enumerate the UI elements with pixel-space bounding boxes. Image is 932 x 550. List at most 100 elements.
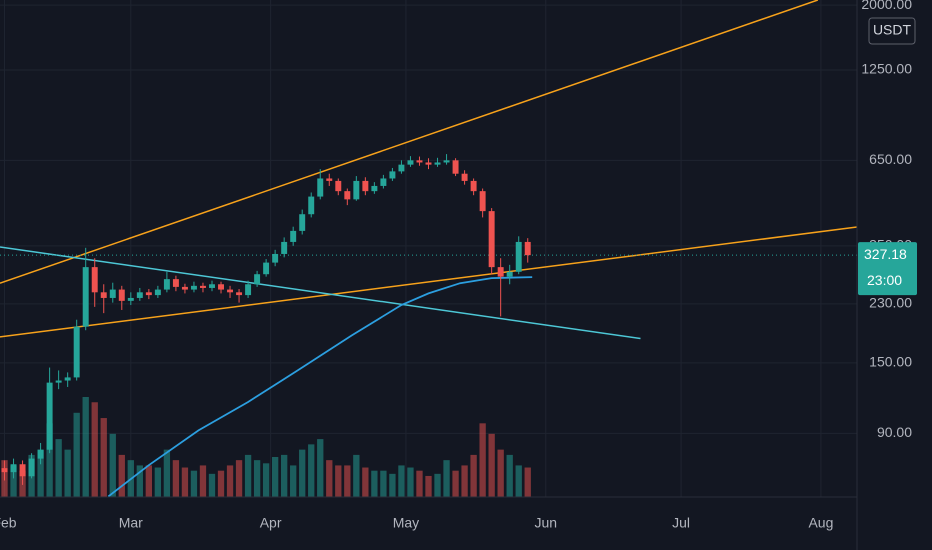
volume-bar: [488, 433, 495, 497]
volume-bar: [181, 467, 189, 497]
candle-body: [73, 326, 80, 378]
volume-bar: [425, 475, 432, 497]
drawings: [0, 0, 857, 497]
candle-body: [326, 178, 333, 181]
volume-bar: [226, 465, 234, 497]
volume-bar: [91, 402, 98, 497]
volume-bar: [262, 463, 270, 497]
volume-bar: [253, 460, 261, 497]
candle-body: [299, 214, 306, 231]
moving-average: [107, 276, 533, 497]
volume-bar: [524, 467, 531, 497]
x-tick-label: Mar: [119, 515, 143, 531]
candle-body: [163, 279, 170, 290]
candle-body: [236, 292, 243, 296]
volume-bar: [362, 467, 369, 497]
candle-body: [136, 292, 143, 298]
x-tick-label: Apr: [260, 515, 282, 531]
candle-body: [10, 464, 17, 473]
volume-bar: [145, 465, 153, 497]
volume-bar: [479, 423, 486, 497]
trend-line: [0, 0, 819, 284]
volume-bar: [353, 454, 360, 497]
candle-body: [46, 382, 53, 450]
countdown-label: 23:00: [867, 272, 902, 288]
candle-body: [362, 180, 369, 192]
volume-bar: [371, 470, 378, 497]
volume-bar: [434, 473, 441, 497]
candle-body: [488, 211, 495, 268]
volume-bar: [416, 470, 423, 497]
volume-bar: [281, 454, 288, 497]
volume-bar: [317, 439, 324, 497]
candle-body: [371, 185, 378, 192]
candle-body: [353, 180, 360, 200]
x-tick-label: Aug: [808, 515, 833, 531]
candles: [1, 154, 531, 485]
candle-body: [55, 380, 62, 383]
last-price-box: [858, 242, 917, 296]
candle-body: [407, 160, 414, 165]
candle-body: [380, 178, 387, 186]
candle-body: [506, 271, 513, 277]
candle-body: [118, 289, 125, 301]
volume-bar: [335, 465, 342, 497]
volume-bar: [443, 460, 450, 497]
volume-bar: [308, 444, 315, 497]
candle-body: [218, 284, 224, 290]
volume-bar: [163, 449, 171, 497]
volume-bar: [398, 465, 405, 497]
candle-body: [100, 292, 107, 298]
candle-body: [515, 241, 522, 272]
volume-bar: [100, 418, 107, 497]
currency-label: USDT: [873, 22, 912, 38]
candle-body: [254, 274, 261, 285]
volume-bar: [452, 470, 459, 497]
candle-body: [28, 458, 35, 477]
candle-body: [470, 180, 477, 192]
candle-body: [64, 377, 71, 381]
candle-body: [281, 241, 288, 254]
volume-bar: [290, 465, 297, 497]
volume-bar: [208, 473, 216, 497]
candle-body: [452, 160, 459, 174]
candle-body: [1, 468, 8, 473]
candle-body: [425, 162, 432, 165]
candle-body: [145, 292, 152, 296]
volume-bar: [73, 412, 80, 497]
volume-bar: [299, 449, 306, 497]
volume-bar: [64, 449, 71, 497]
candle-body: [127, 297, 134, 301]
volume-bar: [515, 465, 522, 497]
y-tick-label: 90.00: [877, 424, 912, 440]
volume-bar: [190, 470, 198, 497]
x-tick-label: May: [393, 515, 419, 531]
candle-body: [497, 267, 504, 277]
volume-bar: [326, 460, 333, 497]
candle-body: [19, 464, 26, 477]
candle-body: [461, 173, 468, 181]
volume-bar: [37, 449, 44, 497]
volume-bar: [46, 423, 53, 497]
x-tick-label: Feb: [0, 515, 17, 531]
volume-bar: [55, 439, 62, 497]
x-tick-label: Jun: [534, 515, 557, 531]
candle-body: [308, 196, 315, 215]
candle-body: [290, 230, 297, 242]
grid: [0, 0, 857, 497]
candle-body: [91, 267, 98, 293]
volume-bar: [235, 460, 243, 497]
volume-bar: [172, 460, 180, 497]
volume-bar: [10, 465, 17, 497]
candle-body: [344, 191, 351, 200]
currency-box: [868, 17, 916, 45]
volume-bar: [199, 465, 207, 497]
candle-body: [335, 180, 342, 192]
volume-bar: [82, 397, 89, 497]
volume-bar: [497, 449, 504, 497]
volume-bar: [380, 470, 387, 497]
overlay: 327.18 23:00 USDT: [858, 17, 917, 296]
